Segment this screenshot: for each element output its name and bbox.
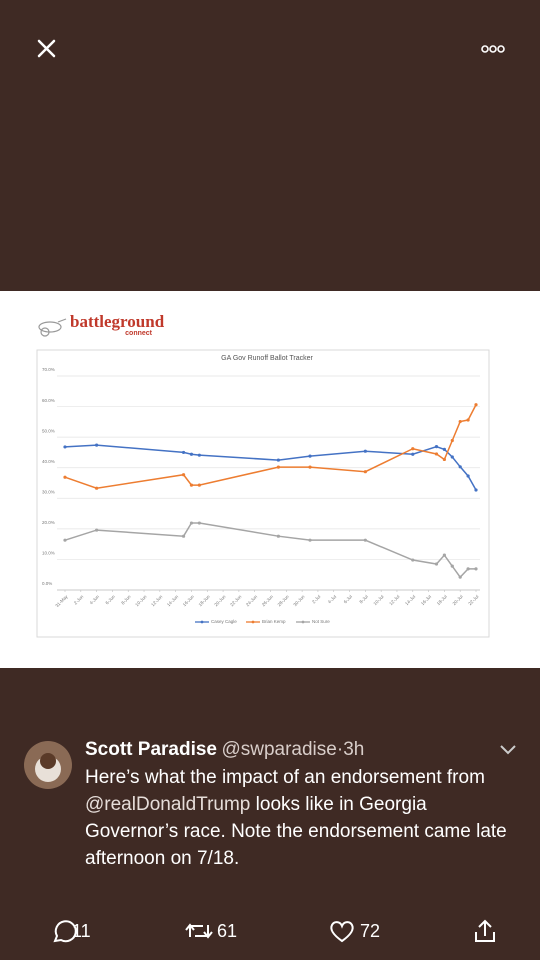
author-handle[interactable]: @swparadise bbox=[221, 739, 337, 760]
data-point bbox=[363, 470, 367, 474]
data-point bbox=[95, 486, 99, 490]
reply-button[interactable] bbox=[53, 920, 77, 943]
action-bar: 11 61 72 bbox=[53, 919, 495, 943]
menu-chevron[interactable] bbox=[498, 742, 518, 758]
data-point bbox=[181, 473, 186, 477]
data-point bbox=[434, 562, 439, 566]
legend-label: Casey Cagle bbox=[211, 619, 237, 624]
x-tick-label: 6-Jul bbox=[343, 594, 353, 604]
data-point bbox=[276, 458, 281, 462]
x-tick-label: 2-Jul bbox=[311, 594, 321, 604]
data-point bbox=[189, 452, 194, 456]
separator: · bbox=[336, 739, 344, 760]
legend-marker bbox=[251, 620, 255, 624]
data-point bbox=[466, 474, 470, 478]
logo-icon bbox=[38, 318, 67, 337]
y-tick-label: 40.0% bbox=[42, 459, 55, 464]
x-tick-label: 6-Jun bbox=[104, 594, 116, 606]
chart-image: battleground connect GA Gov Runoff Ballo… bbox=[0, 291, 540, 668]
data-point bbox=[95, 528, 99, 532]
legend-label: Brian Kemp bbox=[262, 619, 286, 624]
text: Here’s what the impact of an endorsement… bbox=[85, 767, 485, 788]
data-point bbox=[474, 488, 478, 492]
logo-sub: connect bbox=[125, 330, 153, 337]
data-point bbox=[276, 534, 281, 538]
data-point bbox=[450, 455, 454, 459]
data-point bbox=[363, 538, 367, 542]
data-point bbox=[474, 403, 478, 407]
x-tick-label: 4-Jul bbox=[327, 594, 337, 604]
x-tick-label: 8-Jul bbox=[358, 594, 368, 604]
data-point bbox=[458, 465, 462, 469]
data-point bbox=[276, 465, 281, 469]
like-button[interactable] bbox=[330, 921, 354, 943]
data-point bbox=[442, 447, 446, 451]
data-point bbox=[458, 419, 462, 424]
top-bar bbox=[37, 39, 505, 58]
data-point bbox=[95, 443, 99, 447]
data-point bbox=[197, 453, 201, 457]
chart-frame bbox=[36, 349, 490, 638]
y-tick-label: 10.0% bbox=[42, 551, 55, 556]
tweet-text: Here’s what the impact of an endorsement… bbox=[85, 764, 525, 872]
avatar[interactable] bbox=[24, 741, 74, 791]
reply-count: 11 bbox=[72, 921, 91, 941]
legend-marker bbox=[301, 620, 305, 624]
text: looks like in Georgia Governor’s race. N… bbox=[85, 794, 507, 869]
data-point bbox=[363, 449, 367, 453]
mention[interactable]: @realDonaldTrump bbox=[85, 794, 251, 815]
data-point bbox=[308, 465, 312, 469]
more-button[interactable] bbox=[481, 45, 505, 53]
data-point bbox=[63, 475, 67, 479]
x-tick-label: 4-Jun bbox=[89, 594, 101, 606]
data-point bbox=[308, 454, 312, 458]
y-tick-label: 30.0% bbox=[42, 489, 55, 494]
data-point bbox=[434, 445, 439, 449]
data-point bbox=[189, 483, 194, 487]
data-point bbox=[197, 521, 201, 525]
data-point bbox=[466, 418, 470, 422]
y-tick-label: 0.0% bbox=[42, 581, 52, 586]
data-point bbox=[411, 447, 415, 451]
y-tick-label: 70.0% bbox=[42, 367, 55, 372]
y-tick-label: 50.0% bbox=[42, 428, 55, 433]
time: 3h bbox=[343, 739, 365, 760]
data-point bbox=[197, 483, 201, 487]
share-button[interactable] bbox=[475, 919, 495, 942]
data-point bbox=[434, 452, 439, 456]
legend-label: Not Sure bbox=[312, 619, 330, 624]
data-point bbox=[411, 452, 415, 456]
retweet-count: 61 bbox=[217, 921, 237, 941]
data-point bbox=[474, 567, 478, 571]
data-point bbox=[181, 534, 186, 538]
close-button[interactable] bbox=[37, 39, 56, 58]
x-tick-label: 2-Jun bbox=[73, 594, 85, 606]
logo-name: battleground bbox=[70, 312, 165, 331]
data-point bbox=[458, 575, 462, 579]
data-point bbox=[63, 538, 67, 542]
chart-title: GA Gov Runoff Ballot Tracker bbox=[221, 355, 313, 362]
y-tick-label: 60.0% bbox=[42, 398, 55, 403]
image-background bbox=[0, 291, 540, 668]
retweet-button[interactable] bbox=[185, 923, 213, 939]
data-point bbox=[411, 558, 415, 562]
data-point bbox=[442, 553, 446, 557]
y-tick-label: 20.0% bbox=[42, 520, 55, 525]
data-point bbox=[450, 564, 454, 568]
x-tick-label: 8-Jun bbox=[120, 594, 132, 606]
data-point bbox=[189, 521, 194, 525]
tweet-header: Scott Paradise @swparadise·3h bbox=[85, 739, 364, 761]
data-point bbox=[308, 538, 312, 542]
data-point bbox=[63, 445, 67, 449]
data-point bbox=[442, 457, 446, 462]
author-name[interactable]: Scott Paradise bbox=[85, 739, 217, 760]
like-count: 72 bbox=[360, 921, 380, 941]
data-point bbox=[466, 567, 470, 571]
data-point bbox=[181, 450, 186, 455]
legend-marker bbox=[200, 620, 204, 624]
data-point bbox=[450, 438, 454, 443]
